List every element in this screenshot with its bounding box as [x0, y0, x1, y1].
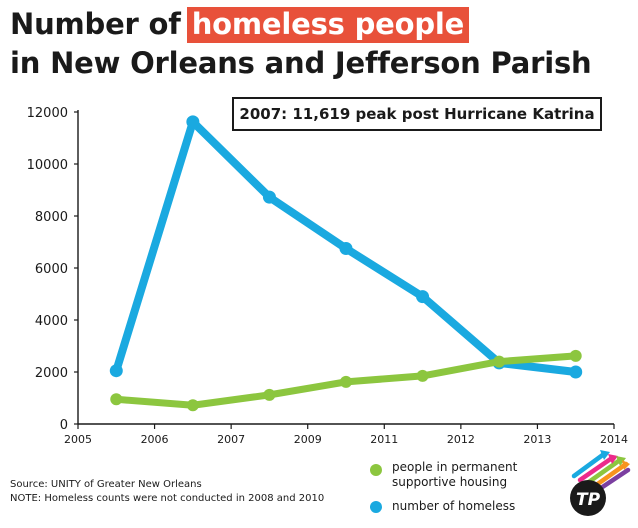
- legend-dot-blue: [370, 501, 382, 513]
- data-point-homeless: [416, 290, 430, 304]
- chart-title-line-2: in New Orleans and Jefferson Parish: [10, 46, 592, 80]
- legend-dot-green: [370, 464, 382, 476]
- data-point-supportive-housing: [110, 393, 123, 406]
- data-point-homeless: [262, 190, 276, 204]
- x-tick-label: 2009: [294, 433, 322, 446]
- title-highlight: homeless people: [186, 7, 470, 43]
- peak-annotation: 2007: 11,619 peak post Hurricane Katrina: [232, 97, 602, 131]
- y-tick-label: 4000: [35, 314, 68, 329]
- source-text: Source: UNITY of Greater New Orleans: [10, 479, 202, 490]
- data-point-homeless: [109, 364, 123, 378]
- data-point-homeless: [569, 365, 583, 379]
- x-tick-label: 2014: [600, 433, 628, 446]
- chart-footer: Source: UNITY of Greater New Orleans NOT…: [10, 478, 324, 506]
- x-axis-ticks: 2005 2006 2007 2009 2011 2012 2013 2014: [64, 424, 628, 446]
- data-point-supportive-housing: [186, 399, 199, 412]
- y-tick-label: 0: [60, 418, 68, 433]
- chart-series: [109, 115, 583, 412]
- legend-label-homeless: number of homeless: [392, 499, 516, 513]
- x-tick-label: 2011: [370, 433, 398, 446]
- data-point-supportive-housing: [416, 369, 429, 382]
- y-tick-label: 6000: [35, 262, 68, 277]
- x-tick-label: 2012: [447, 433, 475, 446]
- legend-item-supportive-housing: people in permanent supportive housing: [368, 460, 517, 490]
- legend-label-line-2: supportive housing: [392, 475, 508, 489]
- y-axis-ticks: 0 2000 4000 6000 8000 10000 12000: [27, 106, 78, 433]
- legend-item-homeless: number of homeless: [368, 499, 517, 514]
- note-text: NOTE: Homeless counts were not conducted…: [10, 493, 325, 504]
- y-tick-label: 12000: [27, 106, 68, 121]
- y-tick-label: 2000: [35, 366, 68, 381]
- y-tick-label: 8000: [35, 210, 68, 225]
- data-point-supportive-housing: [263, 388, 276, 401]
- legend-label-line-1: people in permanent: [392, 460, 518, 474]
- data-point-supportive-housing: [569, 349, 582, 362]
- x-tick-label: 2005: [64, 433, 92, 446]
- x-tick-label: 2013: [523, 433, 551, 446]
- chart-legend: people in permanent supportive housing n…: [368, 460, 517, 514]
- data-point-supportive-housing: [493, 355, 506, 368]
- data-point-homeless: [339, 242, 353, 255]
- logo-text: TP: [576, 490, 601, 510]
- x-tick-label: 2007: [217, 433, 245, 446]
- data-point-homeless: [186, 115, 200, 129]
- data-point-supportive-housing: [340, 375, 352, 388]
- arrows-logo-icon: TP: [570, 450, 631, 516]
- y-tick-label: 10000: [27, 158, 68, 173]
- x-tick-label: 2006: [141, 433, 169, 446]
- chart-title-line-1: Number of homeless people: [10, 6, 470, 43]
- title-prefix: Number of: [10, 7, 181, 41]
